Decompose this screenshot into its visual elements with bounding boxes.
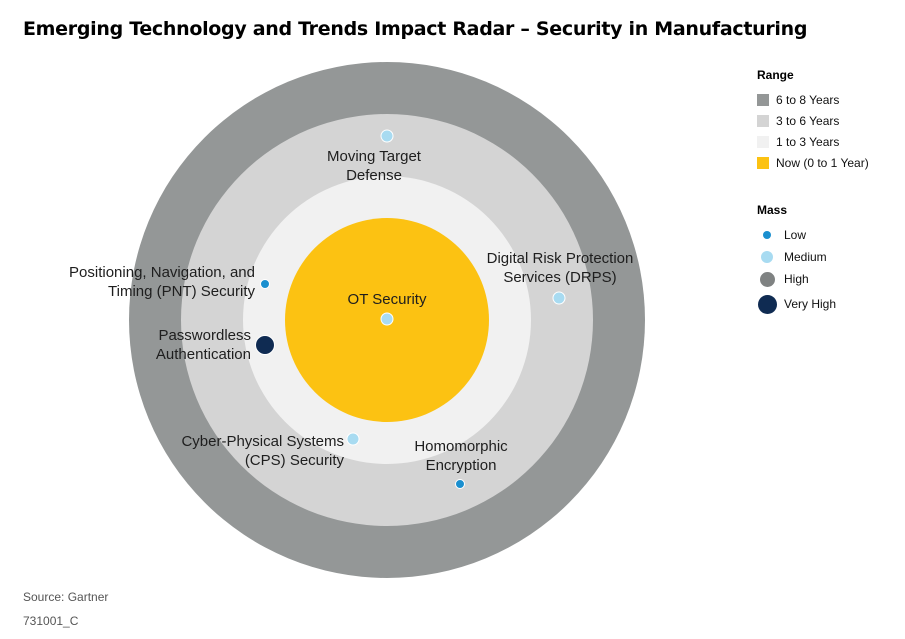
tech-label: Positioning, Navigation, and (69, 264, 255, 281)
mass-label: Low (784, 228, 807, 242)
legend-mass-title: Mass (757, 203, 788, 217)
tech-marker (380, 129, 394, 143)
tech-label: (CPS) Security (245, 452, 345, 469)
tech-label: Homomorphic (414, 438, 508, 455)
tech-positioning-navigation-and-timing-pnt-security: Positioning, Navigation, and Timing (PNT)… (69, 264, 270, 300)
tech-cyber-physical-systems-cps-security: Cyber-Physical Systems (CPS) Security (181, 432, 360, 469)
tech-label: Passwordless (158, 327, 251, 344)
tech-label: Digital Risk Protection (487, 250, 634, 267)
legend-mass-item: Medium (757, 246, 836, 268)
range-label: 3 to 6 Years (776, 113, 840, 128)
tech-ot-security: OT Security (348, 291, 427, 326)
tech-label: Authentication (156, 346, 251, 363)
legend-range-item: 3 to 6 Years (757, 110, 869, 131)
mass-label: Very High (784, 297, 837, 311)
range-swatch (757, 93, 769, 106)
tech-marker (552, 291, 566, 305)
mass-dot-icon (757, 294, 777, 314)
tech-moving-target-defense: Moving Target Defense (327, 129, 422, 184)
tech-label: Moving Target (327, 148, 422, 165)
range-swatch (757, 156, 769, 169)
tech-label: Encryption (426, 457, 497, 474)
document-id: 731001_C (23, 614, 79, 628)
tech-homomorphic-encryption: Homomorphic Encryption (414, 438, 508, 489)
tech-marker (260, 279, 270, 289)
mass-dot-icon (763, 231, 771, 239)
page-title: Emerging Technology and Trends Impact Ra… (23, 18, 808, 40)
range-swatch (757, 114, 769, 127)
legend-range-item: Now (0 to 1 Year) (757, 152, 869, 173)
tech-label: Defense (346, 167, 402, 184)
legend-mass-item: Low (757, 224, 836, 246)
tech-label: Services (DRPS) (503, 269, 616, 286)
legend-range-item: 1 to 3 Years (757, 131, 869, 152)
tech-marker (380, 312, 394, 326)
mass-dot-icon (761, 251, 773, 263)
range-label: 1 to 3 Years (776, 134, 840, 149)
legend-range-title: Range (757, 68, 794, 82)
tech-label: OT Security (348, 291, 427, 308)
legend-mass-item: High (757, 268, 836, 290)
tech-marker (346, 432, 360, 446)
legend-mass: Mass Low Medium High Very High (757, 203, 836, 318)
range-label: Now (0 to 1 Year) (776, 155, 869, 170)
range-label: 6 to 8 Years (776, 92, 840, 107)
source-note: Source: Gartner (23, 590, 109, 604)
legend-range: Range 6 to 8 Years 3 to 6 Years 1 to 3 Y… (757, 68, 869, 173)
legend-mass-item: Very High (757, 290, 836, 318)
mass-label: High (784, 272, 809, 286)
legend-range-item: 6 to 8 Years (757, 89, 869, 110)
tech-label: Cyber-Physical Systems (181, 433, 344, 450)
tech-marker (255, 335, 275, 355)
mass-label: Medium (784, 250, 827, 264)
tech-digital-risk-protection-services-drps: Digital Risk Protection Services (DRPS) (487, 250, 634, 305)
tech-label: Timing (PNT) Security (108, 283, 255, 300)
mass-dot-icon (759, 271, 775, 287)
tech-marker (455, 479, 465, 489)
range-swatch (757, 135, 769, 148)
tech-passwordless-authentication: Passwordless Authentication (156, 327, 275, 363)
